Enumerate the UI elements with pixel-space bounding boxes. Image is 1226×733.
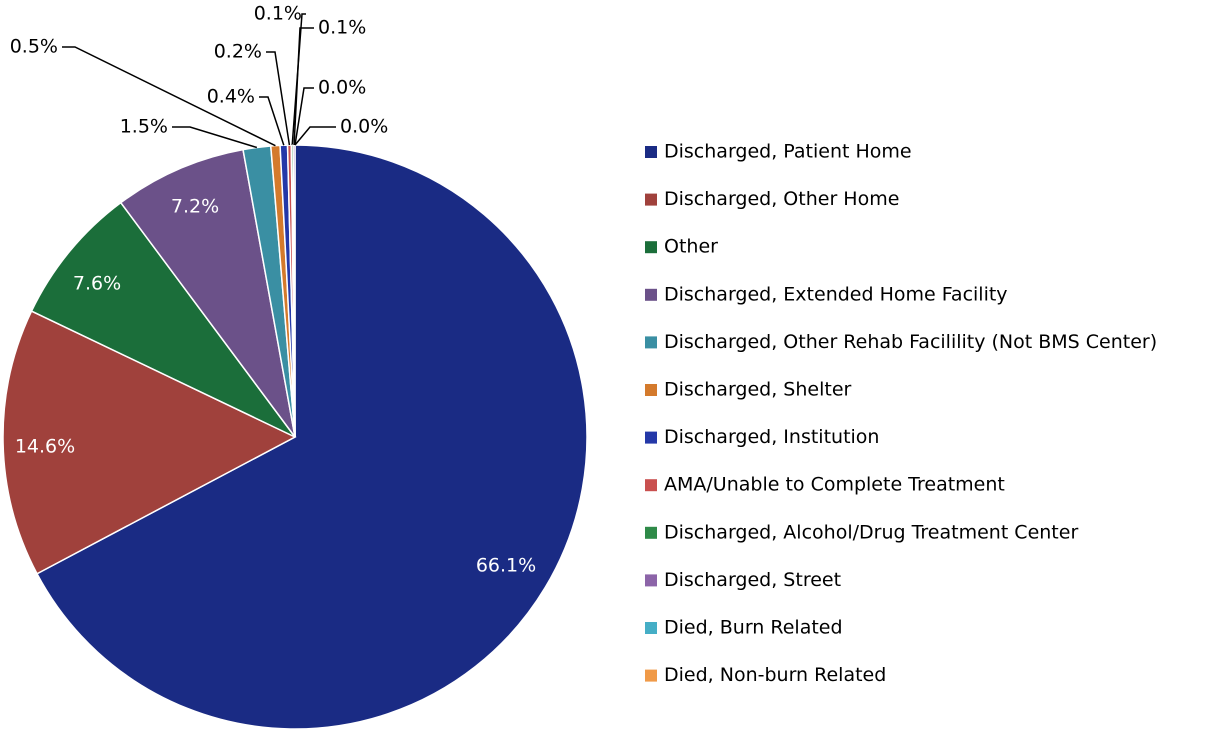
data-label: 0.1% (318, 17, 366, 39)
leader-line (294, 126, 336, 146)
legend-label: Discharged, Institution (664, 426, 879, 448)
legend-label: Discharged, Alcohol/Drug Treatment Cente… (664, 521, 1078, 543)
legend-swatch (645, 622, 657, 634)
legend-swatch (645, 479, 657, 492)
legend-swatch (645, 336, 657, 349)
leader-line (259, 96, 285, 146)
data-label: 0.5% (10, 36, 58, 58)
data-label: 66.1% (476, 555, 536, 577)
pie-slice (2, 310, 297, 575)
data-label: 0.2% (214, 41, 262, 63)
data-label: 0.0% (340, 116, 388, 138)
pie-slice (30, 201, 296, 438)
legend-swatch (645, 241, 657, 254)
legend-label: Discharged, Extended Home Facility (664, 283, 1008, 305)
legend-label: Discharged, Patient Home (664, 141, 912, 163)
leader-line (294, 87, 314, 146)
legend-swatch (645, 193, 657, 206)
data-label: 0.0% (318, 77, 366, 99)
legend-label: Discharged, Shelter (664, 379, 852, 401)
data-label: 0.1% (254, 3, 302, 25)
data-label: 0.4% (207, 86, 255, 108)
legend-label: Died, Burn Related (664, 617, 843, 639)
pie-slice (292, 144, 296, 438)
data-label: 7.6% (73, 273, 121, 295)
legend-swatch (645, 574, 657, 587)
legend-swatch (645, 288, 657, 301)
leader-line (266, 51, 291, 146)
legend-swatch (645, 146, 657, 158)
pie-slice (35, 144, 588, 730)
leader-line (291, 13, 306, 146)
data-label: 1.5% (120, 116, 168, 138)
legend-label: Discharged, Street (664, 569, 841, 591)
legend-label: Discharged, Other Home (664, 188, 899, 210)
data-label: 14.6% (15, 436, 75, 458)
legend-label: Other (664, 236, 718, 258)
legend-swatch (645, 526, 657, 539)
legend-label: AMA/Unable to Complete Treatment (664, 474, 1005, 496)
leader-line (293, 27, 314, 146)
legend-label: Died, Non-burn Related (664, 664, 886, 686)
legend-swatch (645, 669, 657, 682)
legend-label: Discharged, Other Rehab Facilility (Not … (664, 331, 1157, 353)
legend-swatch (645, 384, 657, 396)
leader-line (62, 46, 276, 147)
data-label: 7.2% (171, 196, 219, 218)
legend-swatch (645, 431, 657, 444)
leader-line (172, 126, 258, 149)
pie-slice (119, 148, 296, 438)
